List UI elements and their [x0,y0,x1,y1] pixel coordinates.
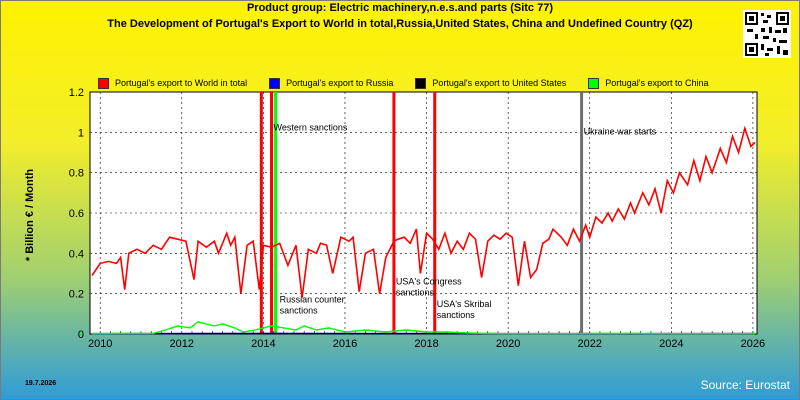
x-tick-label: 2026 [741,338,765,350]
legend-label-usa: Portugal's export to United States [432,78,567,88]
source-credit: Source: Eurostat [700,378,790,392]
legend-swatch-russia [269,77,281,89]
y-tick-label: 0.8 [69,168,84,180]
chart-legend: Portugal's export to World in total Port… [98,73,730,93]
x-tick-label: 2018 [414,338,438,350]
legend-label-china: Portugal's export to China [605,78,709,88]
qr-code-icon [743,10,791,58]
legend-item-china: Portugal's export to China [588,77,709,89]
event-label: sanctions [437,310,476,320]
legend-label-russia: Portugal's export to Russia [286,78,394,88]
x-tick-label: 2016 [333,338,357,350]
legend-swatch-world [98,77,109,89]
legend-item-usa: Portugal's export to United States [415,77,567,89]
series-line-0 [91,125,756,298]
event-label: sanctions [396,288,435,298]
event-label: USA's Skribal [437,299,492,309]
generation-date: 19.7.2026 [25,380,57,387]
x-tick-label: 2012 [170,338,194,350]
x-tick-label: 2020 [496,338,520,350]
x-tick-label: 2010 [88,338,112,350]
legend-label-world: Portugal's export to World in total [115,78,248,88]
event-label: USA's Congress [396,277,462,287]
event-label: Russian counter [280,295,345,305]
y-tick-label: 0.4 [69,248,84,260]
chart-subtitle: The Development of Portugal's Export to … [107,18,693,30]
x-tick-label: 2022 [577,338,601,350]
legend-item-world: Portugal's export to World in total [98,77,248,89]
y-tick-label: 0.2 [69,289,84,301]
chart-title: Product group: Electric machinery,n.e.s.… [246,2,554,14]
event-label: sanctions [280,306,319,316]
event-label: Ukraine war starts [584,126,657,136]
y-tick-label: 0 [78,329,84,341]
x-tick-label: 2024 [659,338,683,350]
legend-item-russia: Portugal's export to Russia [269,77,394,89]
y-tick-label: 1.2 [69,87,84,99]
event-label: Western sanctions [274,122,348,132]
y-tick-label: 1 [78,127,84,139]
series-line-3 [91,321,755,335]
legend-swatch-china [588,77,600,89]
legend-swatch-usa [415,77,427,89]
y-tick-label: 0.6 [69,208,84,220]
x-tick-label: 2014 [251,338,275,350]
